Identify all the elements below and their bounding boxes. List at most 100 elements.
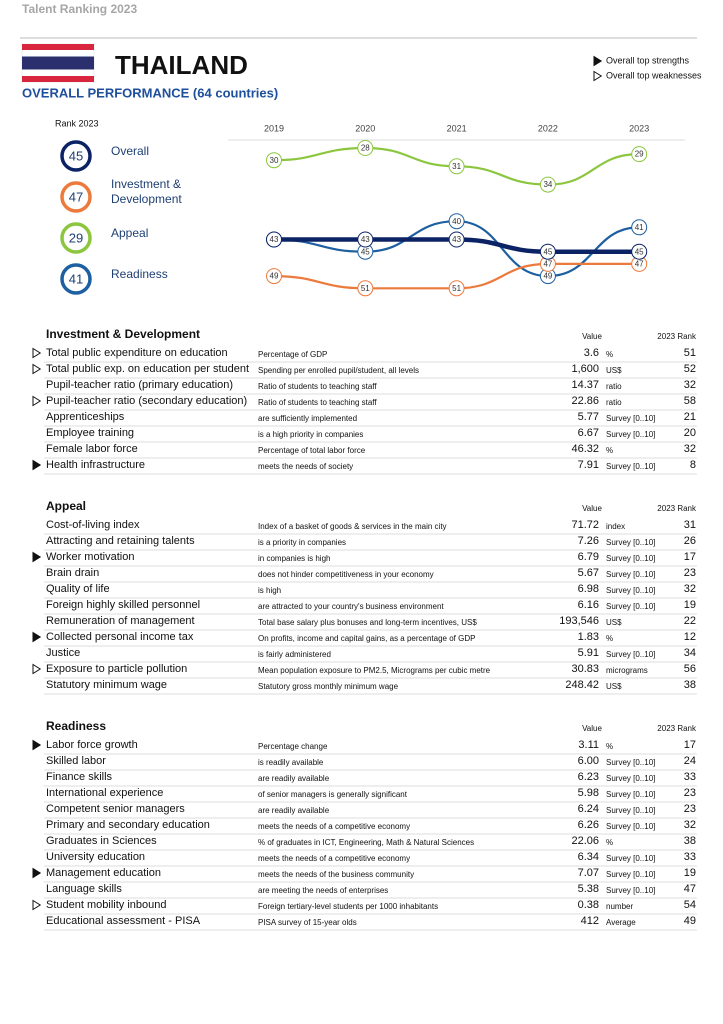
indicator-value: 412 bbox=[581, 915, 599, 927]
indicator-value: 5.77 bbox=[578, 411, 599, 423]
strength-marker bbox=[32, 631, 42, 643]
indicator-value: 5.67 bbox=[578, 567, 599, 579]
indicator-desc: Statutory gross monthly minimum wage bbox=[258, 682, 399, 691]
point bbox=[539, 176, 556, 193]
indicator-rank: 12 bbox=[684, 631, 696, 643]
indicator-rank: 54 bbox=[684, 899, 696, 911]
indicator-value: 6.23 bbox=[578, 771, 599, 783]
column-header: 2023 Rank bbox=[657, 504, 697, 513]
x-tick-label: 2019 bbox=[264, 123, 284, 133]
indicator-value: 22.86 bbox=[571, 395, 599, 407]
indicator-unit: % bbox=[606, 838, 613, 847]
indicator-name: Educational assessment - PISA bbox=[46, 915, 201, 927]
indicator-desc: Ratio of students to teaching staff bbox=[258, 398, 377, 407]
indicator-value: 14.37 bbox=[571, 379, 599, 391]
indicator-desc: in companies is high bbox=[258, 554, 330, 563]
indicator-desc: Ratio of students to teaching staff bbox=[258, 382, 377, 391]
rank-badge bbox=[60, 263, 92, 295]
indicator-desc: is a priority in companies bbox=[258, 538, 346, 547]
indicator-rank: 19 bbox=[684, 599, 696, 611]
indicator-rank: 49 bbox=[684, 915, 696, 927]
indicator-rank: 33 bbox=[684, 851, 696, 863]
indicator-name: Quality of life bbox=[46, 583, 110, 595]
point-label: 49 bbox=[270, 272, 279, 281]
indicator-unit: Survey [0..10] bbox=[606, 870, 655, 879]
indicator-rank: 26 bbox=[684, 535, 696, 547]
weakness-marker bbox=[32, 663, 42, 675]
indicator-unit: micrograms bbox=[606, 666, 648, 675]
rank-badge-value: 29 bbox=[69, 230, 83, 245]
rank-badge bbox=[60, 140, 92, 172]
point bbox=[266, 231, 282, 248]
indicator-rank: 32 bbox=[684, 583, 696, 595]
indicator-desc: meets the needs of the business communit… bbox=[258, 870, 414, 879]
series-line bbox=[273, 220, 640, 278]
indicator-unit: ratio bbox=[606, 398, 622, 407]
indicator-unit: Survey [0..10] bbox=[606, 758, 655, 767]
indicator-name: Labor force growth bbox=[46, 739, 138, 751]
indicator-rank: 32 bbox=[684, 379, 696, 391]
indicator-name: Foreign highly skilled personnel bbox=[46, 599, 200, 611]
rank-badge-value: 47 bbox=[69, 189, 83, 204]
indicator-desc: Total base salary plus bonuses and long-… bbox=[258, 618, 477, 627]
indicator-name: Exposure to particle pollution bbox=[46, 663, 187, 675]
indicator-value: 5.38 bbox=[578, 883, 599, 895]
point bbox=[448, 231, 465, 248]
point bbox=[448, 158, 465, 175]
indicator-desc: is high bbox=[258, 586, 281, 595]
indicator-name: Apprenticeships bbox=[46, 411, 125, 423]
point-label: 28 bbox=[361, 144, 370, 153]
point-label: 45 bbox=[361, 247, 370, 256]
report-title: Talent Ranking 2023 bbox=[22, 2, 137, 16]
indicator-unit: Survey [0..10] bbox=[606, 414, 655, 423]
indicator-value: 7.26 bbox=[578, 535, 599, 547]
column-header: Value bbox=[582, 724, 602, 733]
indicator-name: Remuneration of management bbox=[46, 615, 195, 627]
indicator-rank: 23 bbox=[684, 803, 696, 815]
strength-marker bbox=[32, 867, 42, 879]
indicator-desc: are readily available bbox=[258, 806, 330, 815]
indicator-name: International experience bbox=[46, 787, 163, 799]
point-label: 43 bbox=[270, 235, 279, 244]
indicator-unit: % bbox=[606, 446, 613, 455]
indicator-unit: Survey [0..10] bbox=[606, 650, 655, 659]
indicator-value: 7.91 bbox=[578, 459, 599, 471]
point-label: 47 bbox=[635, 260, 644, 269]
point-label: 49 bbox=[543, 272, 552, 281]
indicator-unit: number bbox=[606, 902, 633, 911]
point-label: 31 bbox=[452, 162, 461, 171]
section-title: Readiness bbox=[46, 719, 106, 733]
section-title: Investment & Development bbox=[46, 327, 200, 341]
indicator-rank: 38 bbox=[684, 835, 696, 847]
indicator-unit: % bbox=[606, 742, 613, 751]
indicator-value: 6.16 bbox=[578, 599, 599, 611]
indicator-value: 6.00 bbox=[578, 755, 599, 767]
point bbox=[631, 219, 648, 236]
flag bbox=[21, 43, 95, 83]
subtitle: OVERALL PERFORMANCE (64 countries) bbox=[22, 85, 278, 100]
indicator-value: 3.6 bbox=[584, 347, 599, 359]
series-name: Overall bbox=[111, 143, 150, 158]
indicator-value: 30.83 bbox=[571, 663, 599, 675]
indicator-name: Worker motivation bbox=[46, 551, 134, 563]
indicator-value: 5.91 bbox=[578, 647, 599, 659]
indicator-unit: US$ bbox=[606, 618, 622, 627]
weakness-marker bbox=[32, 899, 42, 911]
indicator-desc: On profits, income and capital gains, as… bbox=[258, 634, 475, 643]
indicator-rank: 17 bbox=[684, 739, 696, 751]
x-tick-label: 2023 bbox=[629, 123, 649, 133]
indicator-name: Cost-of-living index bbox=[46, 519, 140, 531]
indicator-rank: 51 bbox=[684, 347, 696, 359]
point bbox=[266, 152, 282, 169]
indicator-value: 1.83 bbox=[578, 631, 599, 643]
indicator-desc: meets the needs of society bbox=[258, 462, 353, 471]
column-header: Value bbox=[582, 332, 602, 341]
indicator-value: 6.98 bbox=[578, 583, 599, 595]
indicator-name: Justice bbox=[46, 647, 80, 659]
indicator-unit: Survey [0..10] bbox=[606, 430, 655, 439]
indicator-rank: 23 bbox=[684, 567, 696, 579]
indicator-name: Total public expenditure on education bbox=[46, 347, 228, 359]
indicator-name: Language skills bbox=[46, 883, 122, 895]
indicator-value: 6.79 bbox=[578, 551, 599, 563]
